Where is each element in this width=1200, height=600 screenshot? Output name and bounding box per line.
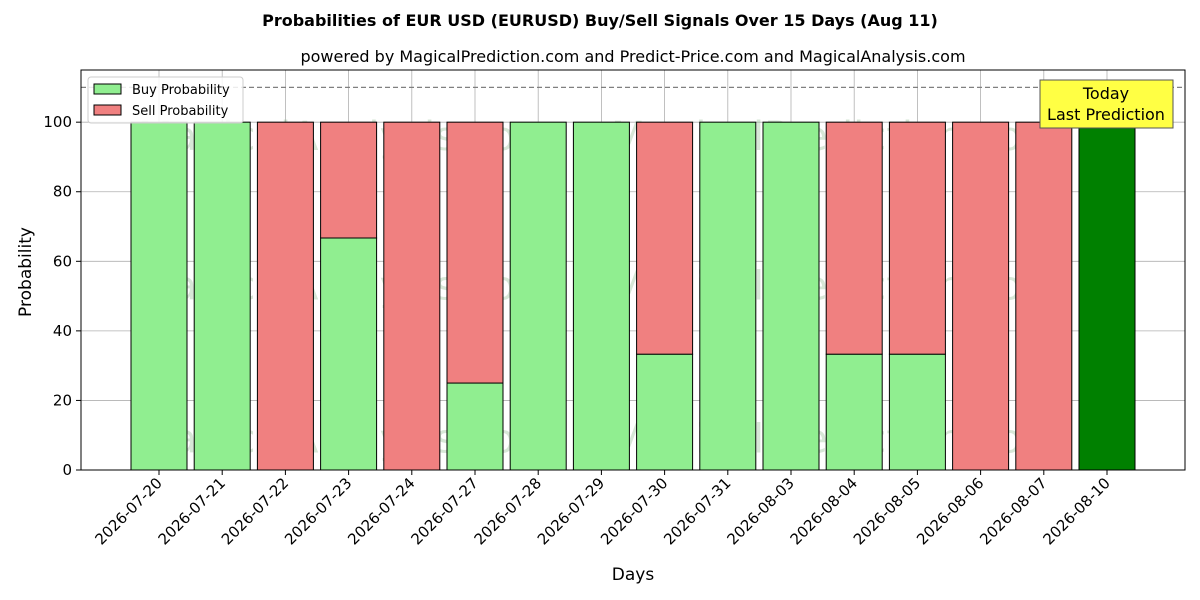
y-tick-label: 100 bbox=[43, 113, 72, 131]
bar-buy bbox=[130, 121, 188, 471]
legend-box bbox=[87, 76, 244, 124]
y-tick-label: 20 bbox=[53, 391, 72, 409]
y-tick-label: 40 bbox=[53, 322, 72, 340]
plot-frame bbox=[80, 69, 1186, 471]
y-tick-label: 80 bbox=[53, 183, 72, 201]
bar-buy bbox=[572, 121, 630, 471]
bar-sell bbox=[320, 121, 378, 239]
legend-swatch bbox=[93, 83, 122, 95]
bar-buy bbox=[762, 121, 820, 471]
bar-sell bbox=[952, 121, 1010, 471]
bar-sell bbox=[1015, 121, 1073, 471]
annotation-text: Today bbox=[1082, 84, 1129, 103]
bar-buy bbox=[888, 353, 946, 471]
bar-buy bbox=[509, 121, 567, 471]
legend-swatch bbox=[93, 104, 122, 116]
chart-subtitle: powered by MagicalPrediction.com and Pre… bbox=[300, 47, 965, 66]
y-tick-label: 0 bbox=[62, 461, 72, 479]
bar-buy bbox=[193, 121, 251, 471]
bar-sell bbox=[256, 121, 314, 471]
bar-buy bbox=[636, 353, 694, 471]
annotation-box bbox=[1039, 79, 1174, 129]
y-tick-label: 60 bbox=[53, 252, 72, 270]
bar-sell bbox=[825, 121, 883, 355]
legend-label: Buy Probability bbox=[132, 83, 230, 98]
legend-label: Sell Probability bbox=[132, 104, 229, 119]
bar-sell bbox=[383, 121, 441, 471]
bar-sell bbox=[888, 121, 946, 355]
bar-buy bbox=[825, 353, 883, 471]
bar-buy bbox=[699, 121, 757, 471]
annotation-text: Last Prediction bbox=[1047, 105, 1165, 124]
bar-buy bbox=[320, 237, 378, 471]
bar-sell bbox=[636, 121, 694, 355]
y-axis-label: Probability bbox=[16, 227, 36, 317]
bar-buy bbox=[1078, 121, 1136, 471]
x-axis-label: Days bbox=[612, 565, 655, 585]
chart-title: Probabilities of EUR USD (EURUSD) Buy/Se… bbox=[262, 11, 938, 30]
bar-buy bbox=[446, 382, 504, 471]
bar-sell bbox=[446, 121, 504, 384]
